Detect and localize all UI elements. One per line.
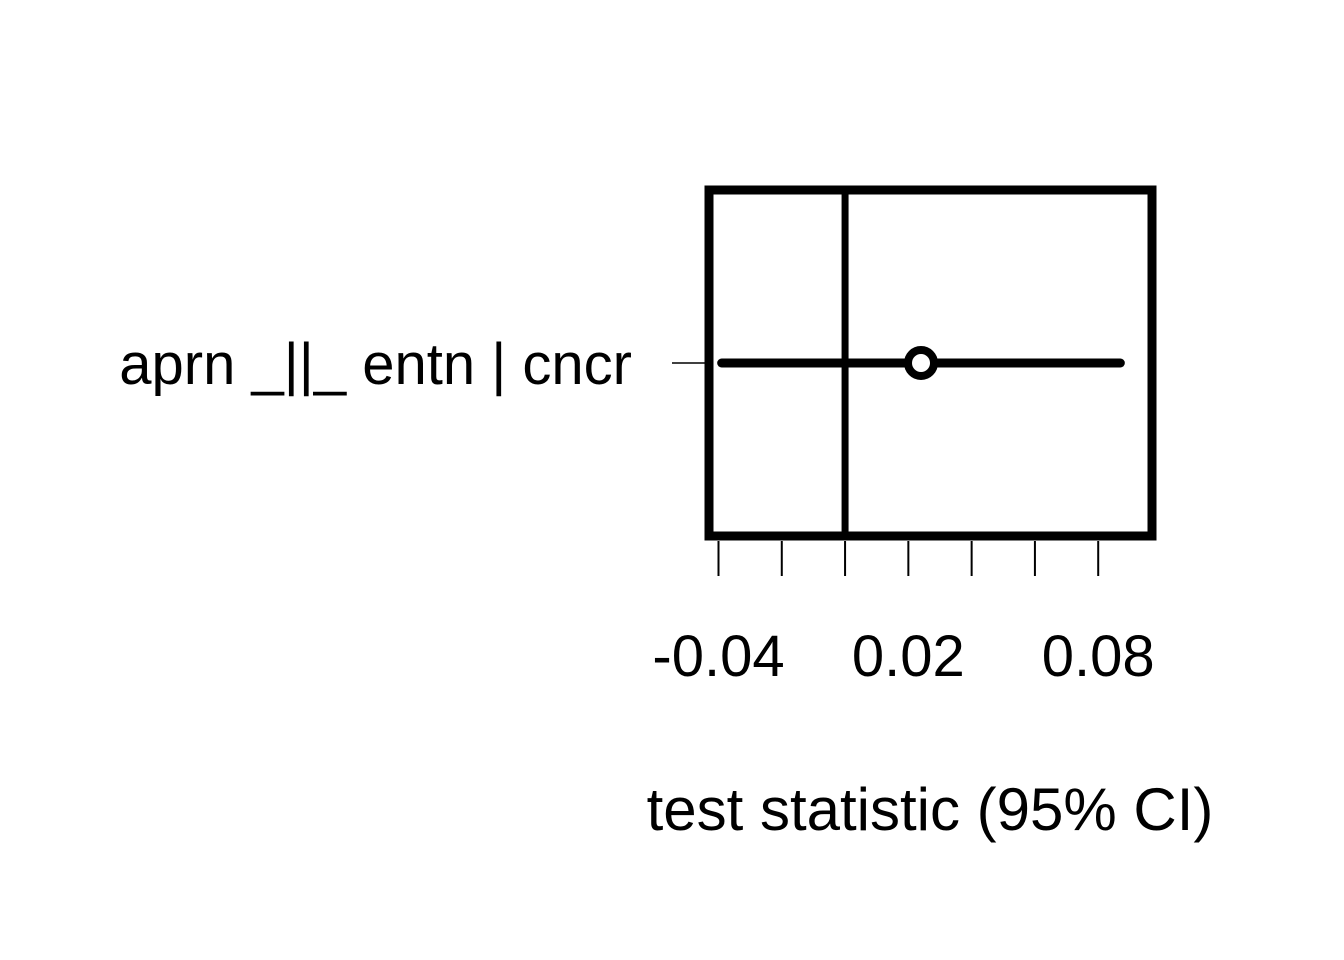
x-axis-tick-labels: -0.04 0.02 0.08 [652, 624, 1154, 689]
x-tick-label: 0.02 [852, 624, 965, 689]
point-estimate [904, 346, 939, 380]
x-axis-label: test statistic (95% CI) [647, 776, 1214, 843]
x-axis-ticks [717, 541, 1100, 576]
x-tick-label: -0.04 [652, 624, 784, 689]
x-tick-label: 0.08 [1042, 624, 1155, 689]
forest-rows: aprn _||_ entn | cncr [119, 332, 1125, 397]
row-label: aprn _||_ entn | cncr [119, 332, 632, 397]
plot-frame [704, 185, 1157, 541]
